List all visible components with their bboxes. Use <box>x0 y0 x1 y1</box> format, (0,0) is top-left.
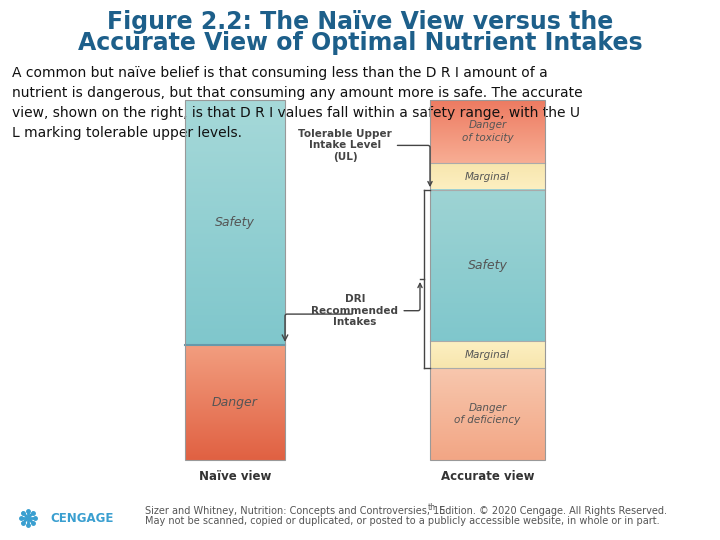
Bar <box>430 100 545 460</box>
Text: Figure 2.2: The Naïve View versus the: Figure 2.2: The Naïve View versus the <box>107 10 613 34</box>
Text: Accurate View of Optimal Nutrient Intakes: Accurate View of Optimal Nutrient Intake… <box>78 31 642 55</box>
Text: Edition. © 2020 Cengage. All Rights Reserved.: Edition. © 2020 Cengage. All Rights Rese… <box>436 506 667 516</box>
Text: Tolerable Upper
Intake Level
(UL): Tolerable Upper Intake Level (UL) <box>298 129 432 186</box>
Text: Marginal: Marginal <box>465 172 510 181</box>
Text: Marginal: Marginal <box>465 350 510 360</box>
Bar <box>185 100 285 460</box>
Text: Danger: Danger <box>212 396 258 409</box>
Text: Danger
of toxicity: Danger of toxicity <box>462 120 513 143</box>
Text: Safety: Safety <box>467 259 508 272</box>
Text: th: th <box>428 503 436 511</box>
Text: Sizer and Whitney, Nutrition: Concepts and Controversies, 15: Sizer and Whitney, Nutrition: Concepts a… <box>145 506 446 516</box>
Text: May not be scanned, copied or duplicated, or posted to a publicly accessible web: May not be scanned, copied or duplicated… <box>145 516 660 526</box>
Text: CENGAGE: CENGAGE <box>50 511 113 524</box>
Text: Danger
of deficiency: Danger of deficiency <box>454 403 521 426</box>
Text: Accurate view: Accurate view <box>441 470 534 483</box>
Text: Safety: Safety <box>215 216 255 229</box>
Text: Naïve view: Naïve view <box>199 470 271 483</box>
Text: A common but naïve belief is that consuming less than the D R I amount of a
nutr: A common but naïve belief is that consum… <box>12 66 582 140</box>
Text: DRI
Recommended
Intakes: DRI Recommended Intakes <box>312 284 422 327</box>
